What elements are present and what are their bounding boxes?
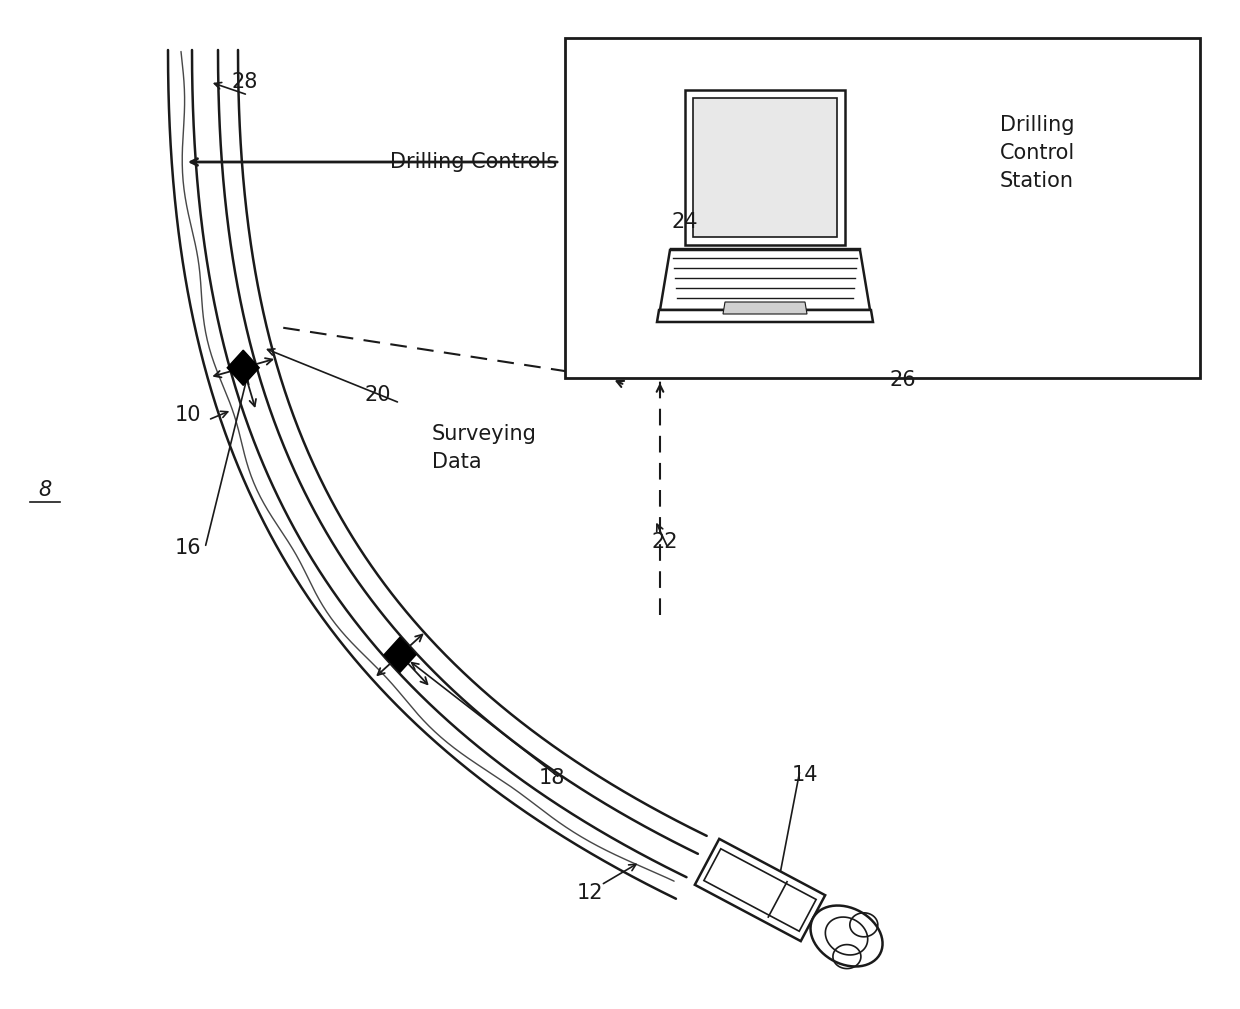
Polygon shape: [657, 310, 873, 322]
Text: 16: 16: [175, 538, 201, 558]
Polygon shape: [723, 302, 807, 314]
Text: 12: 12: [577, 883, 603, 903]
Polygon shape: [684, 90, 844, 245]
Text: 26: 26: [889, 370, 916, 390]
Text: 14: 14: [792, 765, 818, 785]
Text: 24: 24: [672, 212, 698, 232]
Polygon shape: [227, 350, 259, 385]
Bar: [565, 38, 1200, 378]
Text: 28: 28: [232, 72, 258, 92]
Text: 10: 10: [175, 405, 201, 425]
Text: Drilling Controls: Drilling Controls: [391, 152, 557, 172]
Polygon shape: [384, 638, 415, 672]
Text: Drilling
Control
Station: Drilling Control Station: [999, 115, 1075, 191]
Polygon shape: [660, 250, 870, 310]
Polygon shape: [693, 98, 837, 237]
Text: 20: 20: [365, 385, 392, 405]
Text: 22: 22: [652, 532, 678, 552]
Polygon shape: [811, 905, 883, 967]
Text: Surveying
Data: Surveying Data: [432, 424, 537, 472]
Polygon shape: [694, 838, 825, 941]
Text: 8: 8: [38, 480, 52, 500]
Text: 18: 18: [539, 768, 565, 788]
